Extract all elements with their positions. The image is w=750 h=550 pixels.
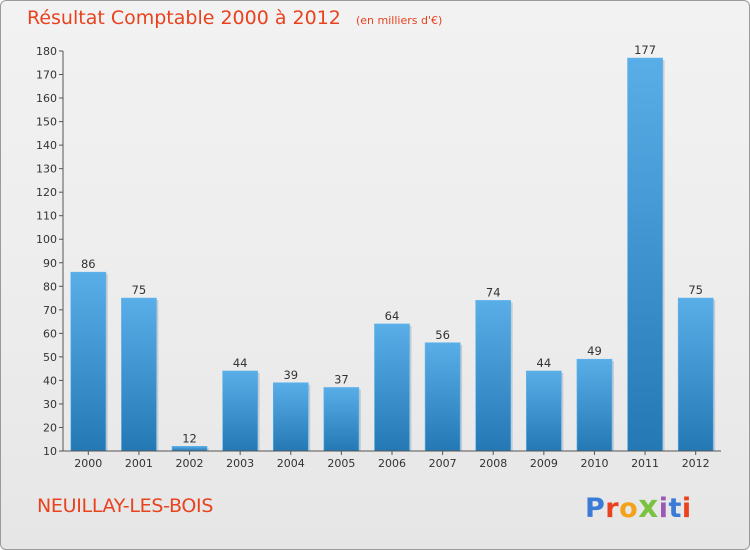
bar-value-label: 12 <box>182 431 197 445</box>
x-tick-label: 2003 <box>226 457 254 470</box>
x-tick-label: 2005 <box>327 457 355 470</box>
x-tick-label: 2000 <box>74 457 102 470</box>
y-tick-label: 130 <box>36 163 57 176</box>
x-tick-label: 2007 <box>429 457 457 470</box>
bar-value-label: 75 <box>688 283 703 297</box>
chart-title: Résultat Comptable 2000 à 2012 <box>27 7 341 29</box>
x-tick-label: 2004 <box>277 457 305 470</box>
x-axis: 2000 2001 2002 2003 2004 2005 2006 2007 2008 2009… <box>63 450 721 470</box>
city-name: NEUILLAY-LES-BOIS <box>37 495 214 517</box>
bar <box>222 370 258 452</box>
bar <box>424 342 461 452</box>
y-tick-label: 100 <box>36 233 57 246</box>
y-tick-label: 50 <box>43 351 57 364</box>
x-tick-label: 2001 <box>125 457 153 470</box>
bar-value-label: 177 <box>634 43 656 57</box>
y-tick-label: 60 <box>43 327 57 340</box>
y-tick-label: 80 <box>43 280 57 293</box>
bar <box>121 297 157 452</box>
bar <box>576 358 613 452</box>
bar-value-label: 56 <box>435 328 450 342</box>
y-tick-label: 180 <box>36 45 57 58</box>
y-tick-label: 30 <box>43 398 57 411</box>
y-tick-label: 170 <box>36 69 57 82</box>
x-tick-label: 2011 <box>631 457 659 470</box>
proxiti-logo: Proxiti <box>585 489 692 525</box>
bar <box>627 57 663 452</box>
logo-letter: r <box>605 493 620 524</box>
y-axis: 10 20 30 40 50 60 70 80 90 100 110 120 130 140 150 160 1… <box>36 45 64 458</box>
x-tick-label: 2006 <box>378 457 406 470</box>
bar-value-label: 74 <box>486 285 501 299</box>
logo-letter: P <box>585 493 606 524</box>
y-tick-label: 150 <box>36 116 57 129</box>
y-tick-label: 140 <box>36 139 57 152</box>
y-tick-label: 40 <box>43 374 57 387</box>
bar-value-label: 39 <box>283 368 298 382</box>
logo-letter: x <box>638 489 659 525</box>
bar <box>526 370 562 452</box>
bar-value-label: 44 <box>233 356 248 370</box>
y-tick-label: 120 <box>36 186 57 199</box>
bar-value-label: 64 <box>385 309 400 323</box>
bar-value-label: 49 <box>587 344 602 358</box>
bar <box>171 445 208 452</box>
logo-letter: i <box>658 493 669 524</box>
y-tick-label: 90 <box>43 257 57 270</box>
logo-letter: t <box>668 493 682 524</box>
bar <box>323 387 360 452</box>
y-tick-label: 110 <box>36 210 57 223</box>
y-tick-label: 70 <box>43 304 57 317</box>
bar-series: 86 75 12 44 39 37 64 56 74 44 49 177 75 <box>70 43 716 452</box>
x-tick-label: 2002 <box>176 457 204 470</box>
bar <box>475 300 512 452</box>
y-tick-label: 20 <box>43 421 57 434</box>
x-tick-label: 2009 <box>530 457 558 470</box>
chart-subtitle: (en milliers d'€) <box>355 14 443 27</box>
bar-value-label: 37 <box>334 372 349 386</box>
bar <box>70 271 107 452</box>
bar <box>677 297 714 452</box>
bar-value-label: 44 <box>537 356 552 370</box>
x-tick-label: 2012 <box>682 457 710 470</box>
bar-value-label: 86 <box>81 257 96 271</box>
x-tick-label: 2010 <box>580 457 608 470</box>
logo-letter: o <box>619 493 639 524</box>
title-row: Résultat Comptable 2000 à 2012 (en milli… <box>27 7 442 29</box>
logo-letter: i <box>681 493 692 524</box>
bar-value-label: 75 <box>132 283 147 297</box>
bar <box>374 323 410 452</box>
bar <box>272 382 309 452</box>
y-tick-label: 160 <box>36 92 57 105</box>
x-tick-label: 2008 <box>479 457 507 470</box>
y-tick-label: 10 <box>43 445 57 458</box>
